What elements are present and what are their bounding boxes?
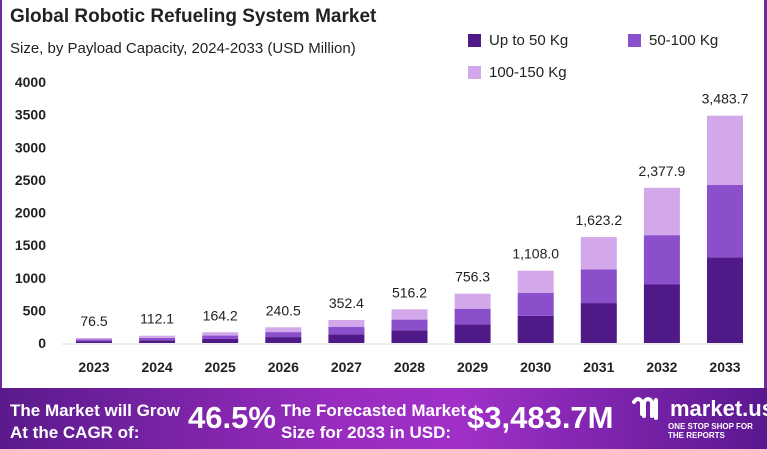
cagr-label: The Market will Grow At the CAGR of:	[10, 400, 180, 444]
bar-segment	[202, 332, 239, 336]
bar-segment	[580, 269, 617, 304]
bar-segment	[707, 115, 743, 186]
legend-swatch	[468, 66, 481, 79]
bar-segment	[76, 339, 112, 342]
bar-segment	[643, 235, 680, 285]
cagr-value: 46.5%	[188, 400, 276, 435]
data-label: 352.4	[329, 295, 364, 311]
y-tick-label: 500	[23, 302, 47, 318]
data-label: 164.2	[203, 307, 238, 323]
bar-segment	[76, 338, 112, 340]
x-tick-label: 2031	[583, 359, 614, 375]
legend-item-50-100: 50-100 Kg	[628, 32, 718, 49]
x-tick-label: 2027	[331, 359, 362, 375]
bar-segment	[517, 270, 554, 293]
chart-plot: 0 500 1000 1500 2000 2500 3000 3500 4000 76.5 2023…	[15, 74, 749, 375]
y-tick-label: 1000	[15, 270, 46, 286]
bar-segment	[328, 320, 365, 328]
bar-segment	[391, 309, 428, 320]
data-label: 3,483.7	[702, 91, 749, 107]
x-tick-label: 2026	[268, 359, 299, 375]
market-us-logo: market.us	[630, 394, 767, 424]
bar-segment	[139, 335, 176, 338]
y-tick-label: 2500	[15, 172, 46, 188]
x-tick-label: 2033	[709, 359, 740, 375]
forecast-value: $3,483.7M	[467, 400, 614, 435]
bar-segment	[643, 187, 680, 236]
logo-tagline: ONE STOP SHOP FOR THE REPORTS	[668, 422, 753, 440]
data-label: 2,377.9	[639, 163, 686, 179]
bar-segment	[391, 319, 428, 331]
legend-label: 50-100 Kg	[649, 32, 719, 49]
chart-subtitle: Size, by Payload Capacity, 2024-2033 (US…	[10, 40, 356, 57]
legend-label: 100-150 Kg	[489, 64, 567, 81]
bar-segment	[391, 330, 428, 343]
x-tick-label: 2029	[457, 359, 488, 375]
bar-segment	[454, 308, 491, 325]
data-label: 1,108.0	[512, 246, 559, 262]
y-tick-label: 1500	[15, 237, 46, 253]
bar-segment	[202, 338, 239, 343]
bar-segment	[328, 327, 365, 335]
data-label: 240.5	[266, 302, 301, 318]
bar-segment	[643, 284, 680, 343]
bar-segment	[265, 337, 302, 343]
forecast-label-line: The Forecasted Market	[281, 401, 467, 420]
bar-segment	[139, 340, 176, 343]
y-tick-label: 3000	[15, 139, 46, 155]
data-label: 1,623.2	[575, 212, 622, 228]
x-tick-label: 2025	[205, 359, 236, 375]
y-tick-label: 3500	[15, 107, 46, 123]
y-tick-label: 2000	[15, 205, 46, 221]
legend-item-100-150: 100-150 Kg	[468, 64, 567, 81]
legend-item-up-to-50: Up to 50 Kg	[468, 32, 568, 49]
bar-segment	[454, 324, 491, 343]
legend-swatch	[628, 34, 641, 47]
bar-segment	[707, 257, 743, 343]
data-label: 76.5	[80, 313, 107, 329]
cagr-label-line: At the CAGR of:	[10, 423, 140, 442]
bar-segment	[139, 337, 176, 341]
logo-icon	[632, 397, 658, 420]
chart-frame	[0, 0, 767, 388]
logo-text: market.us	[670, 396, 767, 421]
legend-swatch	[468, 34, 481, 47]
bar-segment	[454, 293, 491, 309]
data-label: 112.1	[140, 311, 174, 327]
data-label: 756.3	[455, 269, 490, 285]
legend-label: Up to 50 Kg	[489, 32, 569, 49]
cagr-label-line: The Market will Grow	[10, 401, 181, 420]
bar-segment	[328, 334, 365, 343]
footer-banner: The Market will Grow At the CAGR of: 46.5…	[0, 388, 767, 449]
bar-segment	[517, 292, 554, 316]
data-label: 516.2	[392, 284, 427, 300]
y-tick-label: 4000	[15, 74, 46, 90]
x-tick-label: 2023	[78, 359, 109, 375]
x-tick-label: 2024	[142, 359, 173, 375]
x-tick-label: 2030	[520, 359, 551, 375]
x-tick-label: 2028	[394, 359, 425, 375]
bar-segment	[517, 315, 554, 343]
forecast-label-line: Size for 2033 in USD:	[281, 423, 452, 442]
bar-segment	[202, 335, 239, 339]
bar-segment	[707, 185, 743, 258]
chart-title: Global Robotic Refueling System Market	[10, 6, 377, 27]
bar-segment	[580, 237, 617, 270]
bar-segment	[265, 327, 302, 333]
bar-segment	[76, 341, 112, 343]
forecast-label: The Forecasted Market Size for 2033 in US…	[281, 400, 466, 444]
bar-segment	[580, 303, 617, 343]
y-tick-label: 0	[38, 335, 46, 351]
x-tick-label: 2032	[646, 359, 677, 375]
bar-segment	[265, 332, 302, 338]
